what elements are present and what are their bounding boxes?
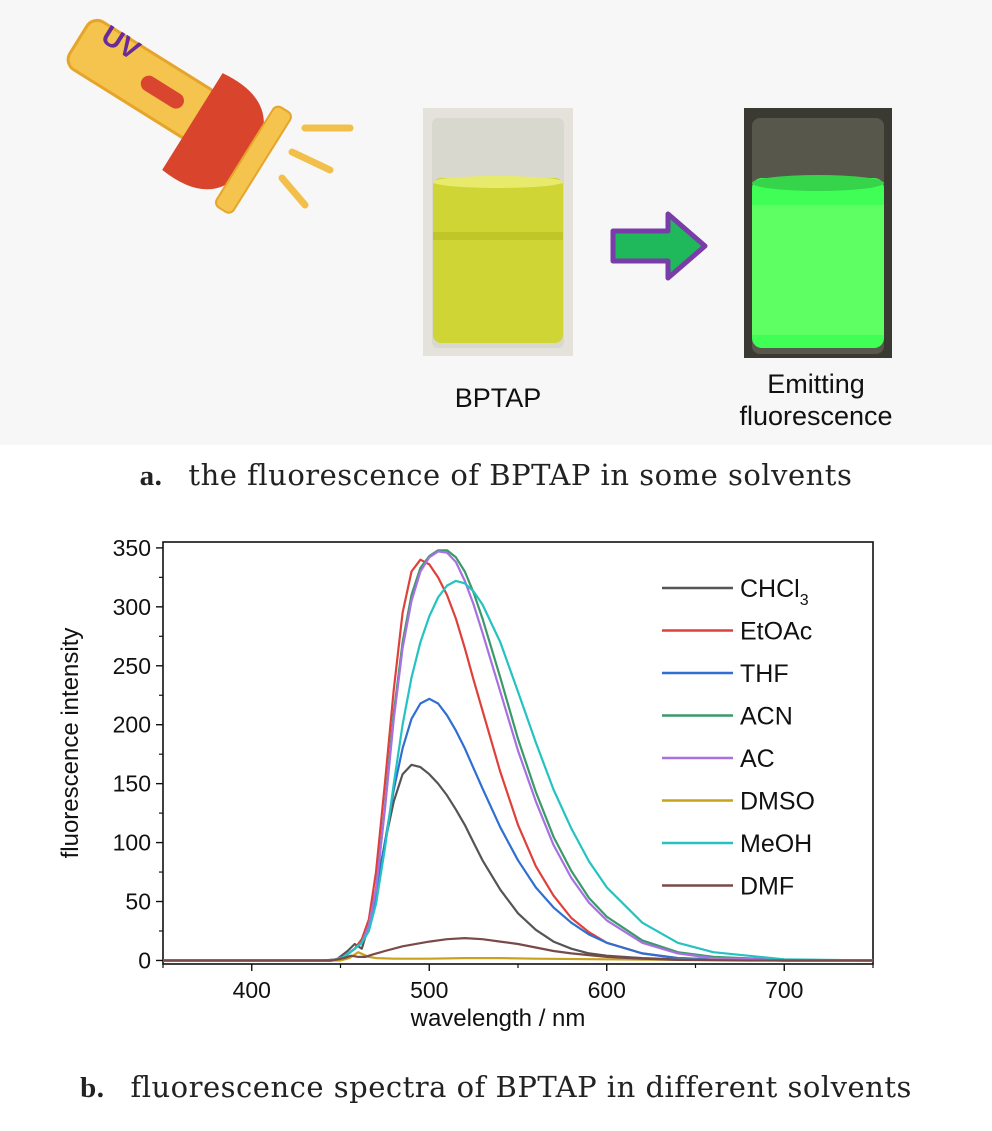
series-line-dmf	[163, 937, 873, 962]
y-tick-label: 100	[113, 830, 151, 856]
legend-label: EtOAc	[740, 618, 812, 646]
legend-label: MeOH	[740, 830, 812, 858]
x-tick-label: 500	[410, 977, 448, 1003]
legend-label: THF	[740, 660, 789, 688]
vial-left-label: BPTAP	[454, 383, 542, 413]
legend-label: DMSO	[740, 788, 815, 816]
y-tick-label: 250	[113, 653, 151, 679]
legend-label: ACN	[740, 703, 793, 731]
legend-label: DMF	[740, 873, 794, 901]
legend-label: CHCl3	[740, 575, 809, 609]
uv-flashlight-icon: UV	[66, 18, 354, 214]
y-tick-label: 350	[113, 535, 151, 561]
y-tick-label: 200	[113, 712, 151, 738]
series-line-meoh	[163, 579, 874, 962]
x-tick-label: 700	[765, 977, 803, 1003]
vial-yellow-image	[423, 108, 573, 356]
panel-a-graphics: UV	[66, 18, 892, 358]
caption-b-letter: b.	[80, 1072, 105, 1104]
legend-label: AC	[740, 745, 775, 773]
vial-fluorescent-image	[744, 108, 892, 358]
y-tick-label: 150	[113, 771, 151, 797]
vial-right-label-line2: fluorescence	[739, 401, 893, 431]
caption-a-letter: a.	[139, 460, 163, 492]
y-tick-label: 0	[138, 947, 151, 973]
y-tick-label: 300	[113, 594, 151, 620]
caption-a-text: the fluorescence of BPTAP in some solven…	[188, 458, 853, 492]
caption-a: a. the fluorescence of BPTAP in some solv…	[0, 458, 992, 493]
caption-b: b. fluorescence spectra of BPTAP in diffe…	[0, 1070, 992, 1105]
fluorescence-spectra-chart: 400 500 600 700 0 50 100 150 200 250 300 350 wavelen…	[57, 535, 874, 1032]
x-axis-title: wavelength / nm	[410, 1005, 586, 1032]
series-lines	[163, 549, 874, 962]
vial-right-label: Emitting fluorescence	[716, 368, 916, 432]
caption-b-text: fluorescence spectra of BPTAP in differe…	[130, 1070, 912, 1104]
vial-right-label-line1: Emitting	[767, 369, 865, 399]
x-tick-label: 400	[233, 977, 271, 1003]
y-axis-title: fluorescence intensity	[57, 628, 84, 859]
x-tick-label: 600	[588, 977, 626, 1003]
y-tick-label: 50	[125, 889, 151, 915]
panel-a-illustration: UV BPTAP Emitting fluorescence	[0, 0, 992, 445]
arrow-icon	[610, 211, 708, 281]
series-line-chcl3	[163, 763, 873, 962]
legend: CHCl3 EtOAc THF ACN AC DMSO MeOH DMF	[662, 575, 815, 901]
series-line-ac	[163, 550, 874, 962]
series-line-dmso	[163, 951, 874, 962]
